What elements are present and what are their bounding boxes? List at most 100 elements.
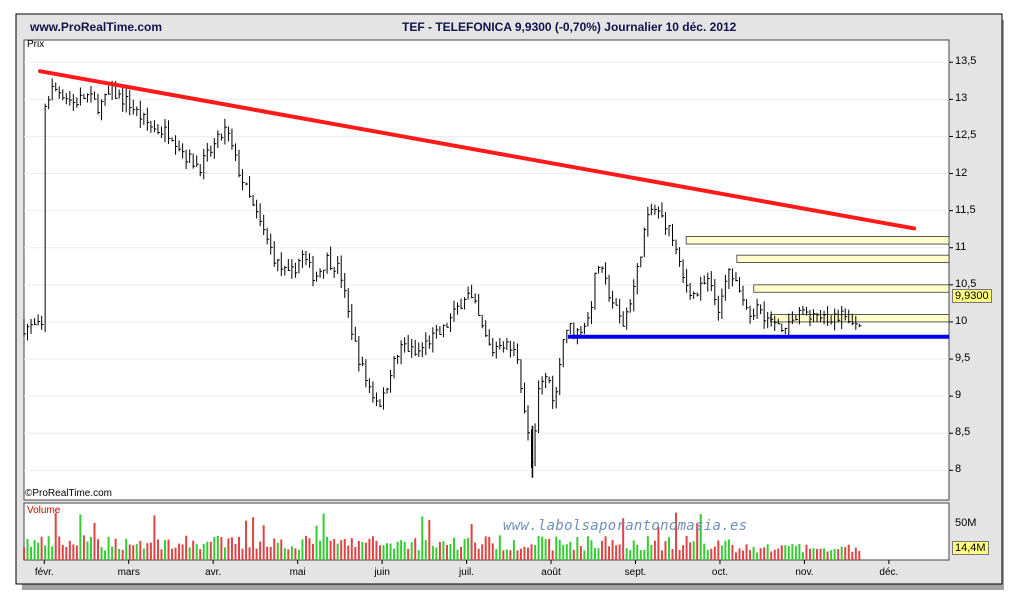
volume-bar [142,548,145,560]
volume-bar [44,545,47,560]
volume-bar [304,535,307,560]
volume-axis-label: 50M [955,517,977,529]
volume-bar [671,549,674,560]
volume-bar [495,548,498,560]
volume-bar [386,543,389,560]
volume-bar [727,539,730,560]
volume-bar [199,549,202,560]
watermark: www.labolsaporantonomasia.es [503,518,748,534]
volume-bar [343,538,346,560]
volume-bar [512,540,515,560]
volume-bar [534,545,537,560]
volume-bar [340,540,343,560]
x-tick-label: sept. [624,567,647,578]
volume-bar [562,544,565,560]
volume-bar [576,537,579,560]
volume-bar [65,546,68,560]
volume-bar [431,545,434,560]
volume-bar [837,549,840,560]
volume-bar [202,543,205,560]
volume-bar [812,548,815,560]
volume-bar [68,540,71,560]
volume-bar [308,538,311,560]
x-tick-label: juin [374,567,390,578]
volume-bar [153,515,156,560]
volume-bar [93,522,96,560]
volume-bar [241,548,244,560]
volume-bar [206,541,209,560]
volume-bar [826,551,829,560]
volume-bar [40,536,43,560]
volume-bar [223,547,226,560]
volume-bar [787,546,790,560]
volume-bar [851,551,854,560]
volume-bar [414,538,417,560]
volume-bar [470,523,473,560]
volume-bar [685,535,688,560]
volume-bar [509,550,512,560]
volume-bar [660,550,663,560]
volume-bar [844,547,847,560]
volume-bar [216,535,219,560]
volume-bar [89,537,92,560]
y-tick-label: 11,5 [955,203,976,216]
volume-bar [780,545,783,560]
price-panel[interactable] [23,39,950,501]
volume-bar [689,542,692,560]
volume-bar [326,536,329,560]
volume-bar [646,536,649,560]
y-tick-label: 8,5 [955,426,971,439]
chart-title: TEF - TELEFONICA 9,9300 (-0,70%) Journal… [402,20,737,34]
volume-bar [583,550,586,560]
volume-bar [82,535,85,560]
volume-bar [840,546,843,560]
volume-bar [498,535,501,560]
y-tick-label: 12 [955,166,968,179]
volume-bar [301,539,304,560]
volume-bar [350,538,353,560]
volume-bar [375,540,378,560]
volume-bar [653,540,656,560]
volume-bar [502,550,505,560]
y-tick-label: 9,5 [955,352,971,365]
volume-bar [784,545,787,560]
volume-bar [632,540,635,560]
volume-bar [417,550,420,560]
volume-bar [156,539,159,560]
volume-bar [121,549,124,560]
volume-bar [287,549,290,560]
volume-bar [696,523,699,560]
volume-bar [389,543,392,560]
volume-bar [163,540,166,560]
volume-bar [474,542,477,560]
volume-bar [590,540,593,560]
volume-bar [192,540,195,560]
volume-bar [248,547,251,560]
trend-line [38,69,917,231]
volume-bar [667,537,670,560]
y-tick-label: 11 [955,240,967,253]
volume-bar [615,545,618,560]
y-tick-label: 13,5 [955,55,977,68]
copyright-label: ©ProRealTime.com [25,488,113,499]
volume-bar [51,546,54,560]
volume-bar [361,541,364,560]
volume-bar [234,543,237,560]
volume-bar [625,548,628,560]
resistance-band [770,314,950,323]
volume-bar [675,512,678,560]
volume-bar [537,535,540,560]
volume-bar [118,548,121,560]
volume-bar [280,539,283,560]
volume-bar [319,540,322,560]
volume-bar [773,549,776,560]
last-price-tag: 9,9300 [952,289,992,303]
volume-bar [174,547,177,560]
volume-bar [816,548,819,560]
volume-bar [622,518,625,560]
volume-bar [604,536,607,560]
volume-bar [195,544,198,560]
volume-bar [484,536,487,560]
volume-bar [530,544,533,560]
volume-bar [791,544,794,560]
